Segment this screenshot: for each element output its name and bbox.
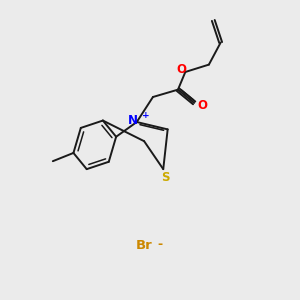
Text: Br: Br [136,239,152,252]
Text: +: + [142,111,150,120]
Text: O: O [177,63,187,76]
Text: S: S [161,171,170,184]
Text: O: O [197,99,207,112]
Text: -: - [158,238,163,251]
Text: N: N [128,114,138,127]
